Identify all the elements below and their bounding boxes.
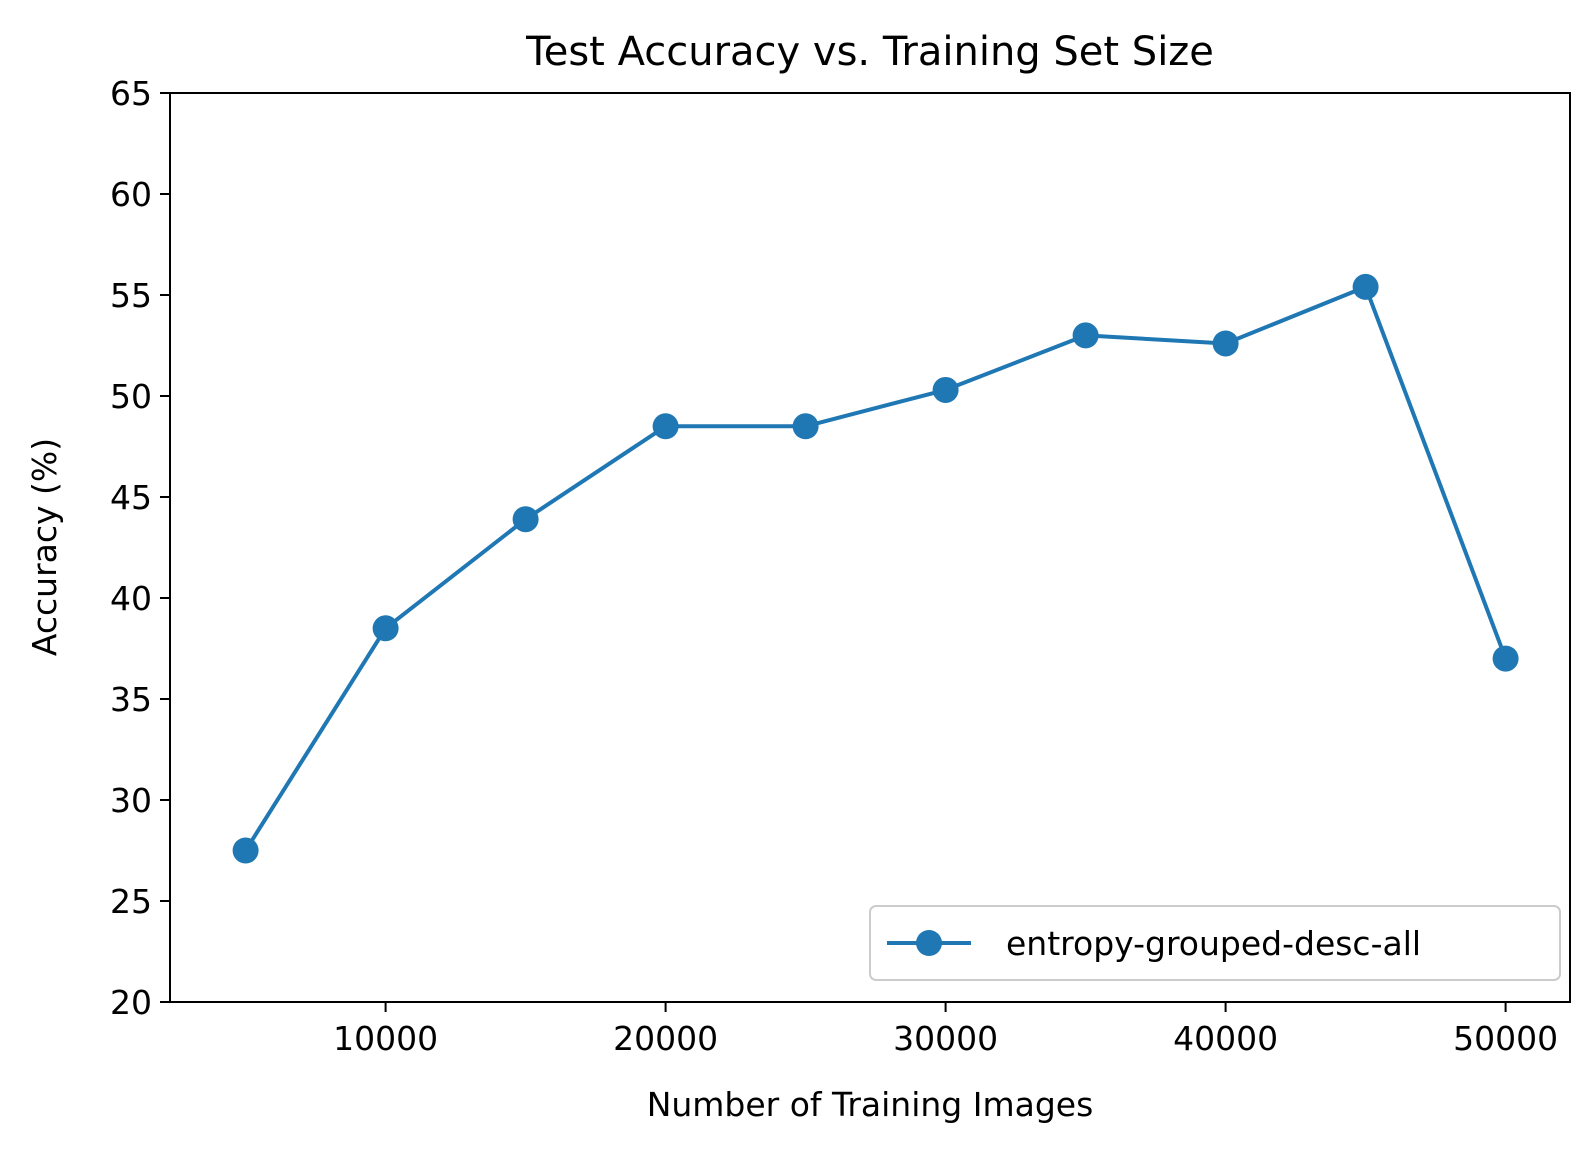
data-point (792, 413, 819, 440)
y-tick-label: 25 (110, 882, 152, 921)
legend-label: entropy-grouped-desc-all (1006, 924, 1421, 963)
data-point (232, 837, 259, 864)
x-tick-label: 10000 (333, 1019, 438, 1058)
y-tick-label: 20 (110, 983, 152, 1022)
legend-box (869, 905, 1561, 981)
legend-marker-swatch (916, 930, 942, 956)
y-tick-label: 50 (110, 377, 152, 416)
data-point (1352, 273, 1379, 300)
y-tick-label: 60 (110, 175, 152, 214)
chart-title: Test Accuracy vs. Training Set Size (525, 29, 1214, 75)
series-line (243, 284, 1508, 852)
x-axis-label: Number of Training Images (647, 1085, 1094, 1124)
x-tick-label: 20000 (613, 1019, 718, 1058)
y-tick-label: 65 (110, 74, 152, 113)
plot-frame (169, 92, 1571, 1003)
x-tick-label: 40000 (1173, 1019, 1278, 1058)
y-axis-label: Accuracy (%) (25, 438, 64, 656)
y-axis: 20 25 30 35 40 45 50 55 60 65 (110, 74, 170, 1022)
data-point (652, 413, 679, 440)
x-tick-label: 50000 (1453, 1019, 1558, 1058)
data-point (512, 506, 539, 533)
legend: entropy-grouped-desc-all (869, 905, 1561, 981)
data-point (372, 615, 399, 642)
data-point (1072, 322, 1099, 349)
x-axis: 10000 20000 30000 40000 50000 (333, 1002, 1558, 1058)
y-tick-label: 35 (110, 680, 152, 719)
y-tick-label: 55 (110, 276, 152, 315)
data-point (1212, 330, 1239, 357)
x-tick-label: 30000 (893, 1019, 998, 1058)
series-layer (232, 273, 1519, 864)
y-tick-label: 45 (110, 478, 152, 517)
data-point (1492, 645, 1519, 672)
data-point (932, 376, 959, 403)
y-tick-label: 40 (110, 579, 152, 618)
y-tick-label: 30 (110, 781, 152, 820)
